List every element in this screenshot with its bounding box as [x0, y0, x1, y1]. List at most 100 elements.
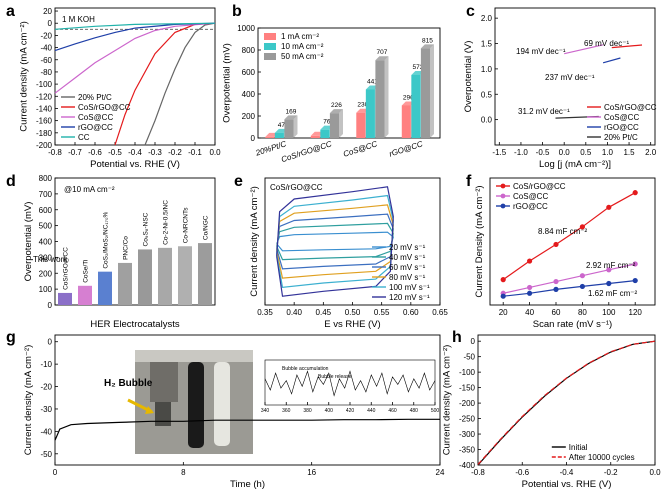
y-axis-label: Current density (mA cm⁻²): [249, 186, 260, 297]
data-point: [500, 277, 506, 283]
data-label: 226: [331, 102, 342, 109]
y-tick-label: -50: [463, 353, 475, 362]
bar: [58, 292, 72, 305]
x-tick-label: 0: [53, 468, 58, 477]
y-tick-label: -20: [40, 383, 52, 392]
bar-top: [375, 56, 389, 61]
legend-label: 80 mV s⁻¹: [389, 273, 426, 282]
plot-frame: [477, 334, 656, 466]
x-tick-label: 0.60: [403, 308, 419, 317]
data-point: [606, 280, 612, 287]
data-point: [553, 241, 559, 248]
annotation: 1.62 mF cm⁻²: [588, 289, 637, 298]
y-tick-label: -200: [36, 141, 53, 150]
x-tick-label: -0.1: [188, 148, 202, 157]
data-label: 573: [412, 64, 423, 71]
x-tick-label: 420: [346, 408, 355, 414]
y-tick-label: -100: [36, 80, 53, 89]
series-line: [477, 340, 656, 465]
y-tick-label: -250: [459, 415, 476, 424]
plot-frame: [489, 177, 656, 306]
y-axis-label: Overpotential (mV): [23, 202, 34, 282]
annotation: 194 mV dec⁻¹: [516, 47, 566, 56]
series-line: [264, 370, 436, 397]
x-tick-label: 480: [410, 408, 419, 414]
x-tick-label: 0.0: [649, 468, 661, 477]
x-tick-label: 360: [282, 408, 291, 414]
data-point: [632, 277, 638, 284]
y-tick-label: -10: [40, 360, 52, 369]
annotation: This work: [33, 255, 68, 264]
series-line: [503, 280, 636, 297]
y-tick-label: -150: [459, 384, 476, 393]
y-tick-label: 20: [43, 7, 52, 16]
y-tick-label: 100: [39, 285, 53, 294]
legend-label: CoS/rGO@CC: [78, 103, 131, 112]
annotation: H₂ Bubble: [104, 378, 153, 389]
annotation: Bubble accumulation: [282, 366, 329, 372]
x-tick-label: 20: [499, 308, 508, 317]
legend-label: 1 mA cm⁻²: [281, 32, 319, 41]
bar-top: [329, 109, 343, 114]
y-tick-label: -40: [40, 427, 52, 436]
x-tick-label: 0.40: [286, 308, 302, 317]
series-line: [611, 44, 643, 49]
bar-side: [429, 44, 434, 138]
x-tick-label: 460: [388, 408, 397, 414]
x-tick-label: -0.2: [168, 148, 182, 157]
bar-side: [338, 109, 343, 138]
panel-label: g: [6, 329, 16, 346]
legend-label: CoS/rGO@CC: [604, 103, 657, 112]
y-tick-label: 800: [39, 174, 53, 183]
panel-label: b: [232, 3, 242, 20]
series-line: [276, 222, 394, 261]
photo-holder: [150, 362, 178, 402]
photo-rod-white: [214, 362, 230, 446]
x-axis-label: Scan rate (mV s⁻¹): [533, 319, 612, 330]
x-tick-label: -0.8: [48, 148, 62, 157]
x-tick-label: 1.0: [602, 148, 614, 157]
category-label: Co-NRCNTs: [183, 207, 190, 244]
x-tick-label: -0.6: [88, 148, 102, 157]
x-tick-label: -0.7: [68, 148, 82, 157]
y-tick-label: 0: [48, 19, 53, 28]
x-axis-label: Potential vs. RHE (V): [522, 479, 612, 490]
x-tick-label: 380: [303, 408, 312, 414]
bar: [401, 105, 411, 138]
y-tick-label: 0: [251, 134, 256, 143]
x-axis-label: Log [j (mA cm⁻²)]: [539, 159, 611, 170]
x-tick-label: 80: [578, 308, 587, 317]
x-tick-label: 60: [552, 308, 561, 317]
x-tick-label: 8: [181, 468, 186, 477]
bar: [118, 262, 132, 305]
legend-label: CoS/rGO@CC: [513, 182, 566, 191]
x-tick-label: 40: [525, 308, 534, 317]
data-point: [500, 293, 506, 299]
plot-frame: [54, 334, 441, 466]
x-tick-label: 500: [431, 408, 440, 414]
legend-label: 20% Pt/C: [604, 133, 638, 142]
series-line: [564, 44, 604, 55]
x-tick-label: 1.5: [623, 148, 635, 157]
photo-electrode: [155, 402, 171, 426]
data-label: 441: [367, 78, 378, 85]
series-line: [502, 192, 636, 281]
legend-swatch: [264, 53, 276, 60]
data-point: [579, 224, 586, 230]
data-label: 707: [377, 49, 388, 56]
legend-swatch: [264, 43, 276, 50]
series-line: [276, 186, 394, 297]
bar-top: [420, 44, 434, 49]
y-axis-label: Current density (mA cm⁻²): [23, 345, 34, 456]
series-line: [54, 22, 216, 94]
y-tick-label: -400: [459, 461, 476, 470]
x-tick-label: 0.5: [580, 148, 592, 157]
x-tick-label: 0.65: [432, 308, 448, 317]
series-line: [276, 213, 394, 270]
y-tick-label: 300: [39, 253, 53, 262]
x-tick-label: -1.0: [514, 148, 528, 157]
data-point: [606, 267, 612, 273]
data-label: 296: [403, 94, 414, 101]
y-axis-label: Current density (mA cm⁻²): [19, 21, 30, 132]
y-tick-label: -200: [459, 399, 476, 408]
